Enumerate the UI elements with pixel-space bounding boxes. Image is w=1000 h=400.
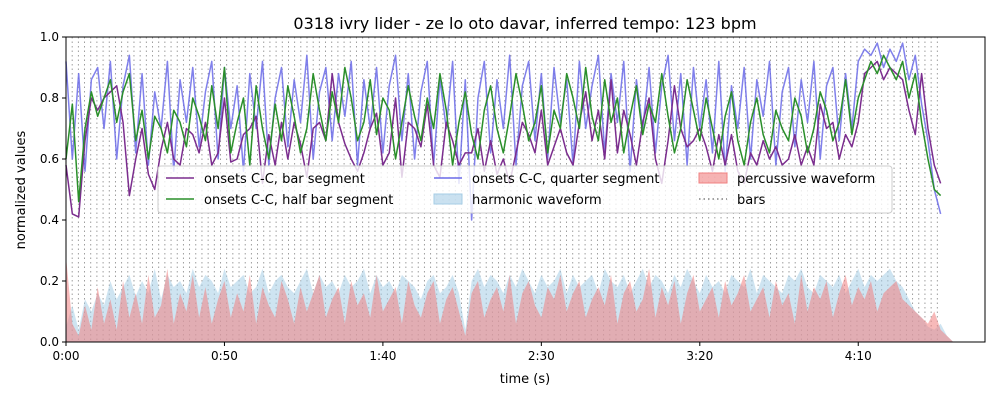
legend-label-bars: bars: [737, 193, 766, 208]
x-axis: 0:00 0:50 1:40 2:30 3:20 4:10: [53, 342, 872, 363]
legend-label-harmonic-waveform: harmonic waveform: [472, 193, 602, 208]
legend-items: onsets C-C, bar segment onsets C-C, half …: [166, 172, 875, 208]
area-percussive-waveform: [66, 256, 954, 342]
legend-label-onsets-c-c-bar-segment: onsets C-C, bar segment: [204, 172, 365, 187]
y-tick-label-0: 0.0: [40, 335, 59, 349]
plot-area: [65, 36, 986, 343]
x-tick-label-2: 1:40: [369, 349, 396, 363]
x-tick-label-5: 4:10: [845, 349, 872, 363]
series-line-onsets-c-c-half-bar-segment: [65, 54, 942, 203]
legend: onsets C-C, bar segment onsets C-C, half …: [157, 165, 893, 214]
lines-layer: [65, 42, 942, 221]
legend-swatch-harmonic-waveform: [433, 193, 463, 205]
y-tick-label-2: 0.4: [40, 213, 59, 227]
y-axis: 0.0 0.2 0.4 0.6 0.8 1.0: [40, 30, 66, 349]
chart-title: 0318 ivry lider - ze lo oto davar, infer…: [293, 14, 756, 33]
legend-label-percussive-waveform: percussive waveform: [737, 172, 875, 187]
series-line-onsets-c-c-quarter-segment: [65, 42, 942, 221]
y-axis-label: normalized values: [14, 130, 29, 249]
areas-layer: [66, 256, 954, 342]
x-tick-label-4: 3:20: [686, 349, 713, 363]
series-line-onsets-c-c-bar-segment: [65, 60, 942, 218]
y-tick-label-5: 1.0: [40, 30, 59, 44]
y-tick-label-4: 0.8: [40, 91, 59, 105]
axes-frame: [65, 36, 986, 343]
x-tick-label-0: 0:00: [53, 349, 80, 363]
y-tick-label-1: 0.2: [40, 274, 59, 288]
y-tick-label-3: 0.6: [40, 152, 59, 166]
legend-label-onsets-c-c-half-bar-segment: onsets C-C, half bar segment: [204, 193, 393, 208]
x-tick-label-3: 2:30: [528, 349, 555, 363]
x-tick-label-1: 0:50: [211, 349, 238, 363]
x-axis-label: time (s): [500, 372, 550, 387]
legend-swatch-percussive-waveform: [698, 172, 728, 184]
legend-label-onsets-c-c-quarter-segment: onsets C-C, quarter segment: [472, 172, 659, 187]
